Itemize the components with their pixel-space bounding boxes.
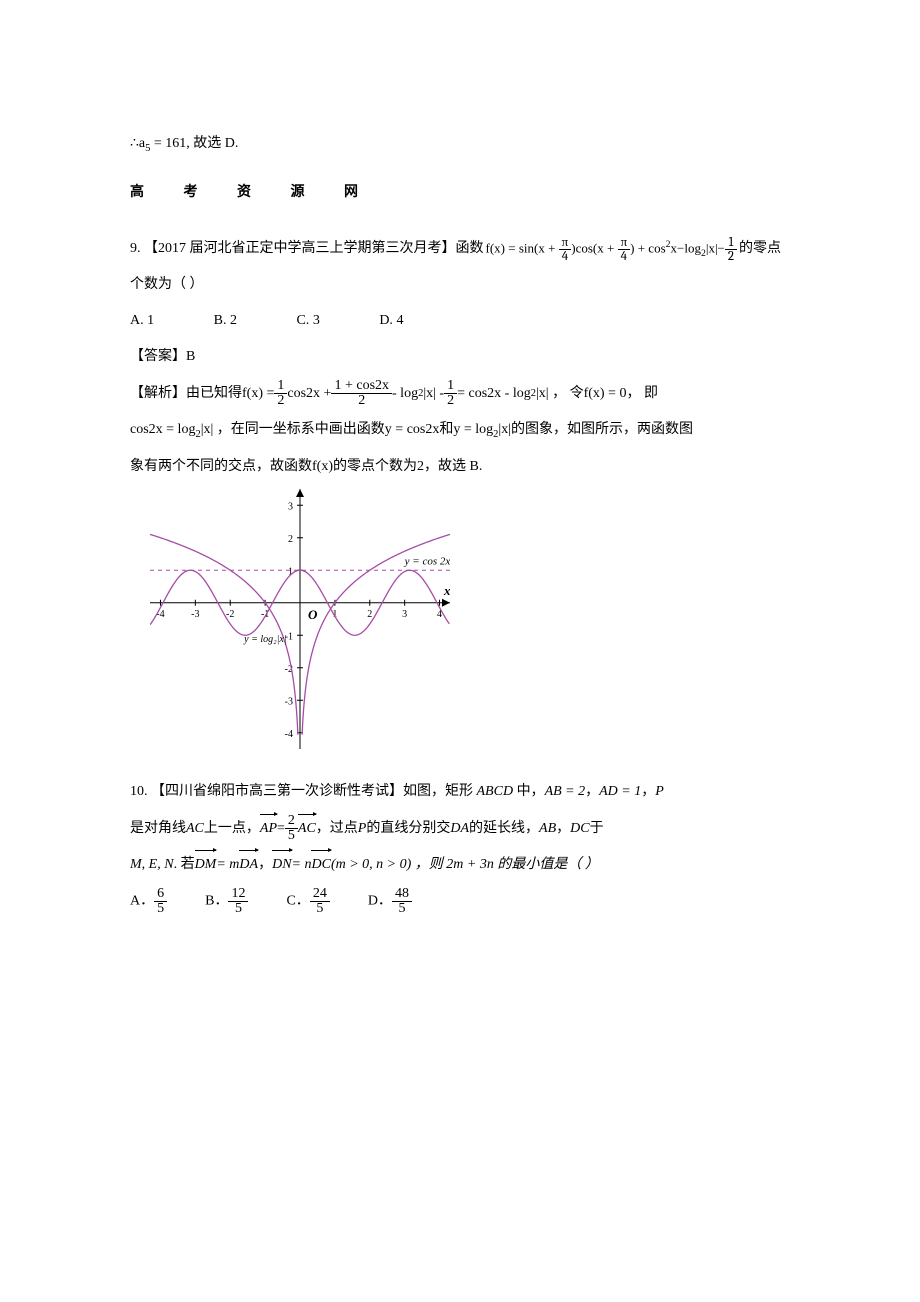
vec-da: DA [239, 851, 258, 879]
q9-stem-line2: 个数为（ ） [130, 271, 790, 299]
q9-stem-line1: 9. 【2017 届河北省正定中学高三上学期第三次月考】函数 f(x) = si… [130, 235, 790, 263]
q9-answer: 【答案】B [130, 343, 790, 371]
q9-options: A. 1 B. 2 C. 3 D. 4 [130, 307, 790, 335]
answer-value: B [186, 349, 195, 364]
answer-label: 【答案】 [130, 349, 186, 364]
q10-opt-d: D．485 [368, 887, 412, 916]
q9-label: 9. 【2017 届河北省正定中学高三上学期第三次月考】函数 [130, 235, 484, 263]
q10-rect: ABCD [477, 784, 514, 799]
svg-text:-4: -4 [156, 609, 164, 620]
q10-opt-c: C．245 [286, 887, 329, 916]
q9-e2b: |x| ，在同一坐标系中画出函数y = cos2x和 [201, 422, 454, 437]
q10-line1: 10. 【四川省绵阳市高三第一次诊断性考试】如图，矩形 ABCD 中，AB = … [130, 778, 790, 806]
svg-text:-2: -2 [226, 609, 234, 620]
q10-line2: 是对角线 AC 上一点， AP = 25 AC ，过点 P 的直线分别交 DA … [130, 814, 790, 843]
site-title-text: 高 考 资 源 网 [130, 185, 376, 200]
svg-text:x: x [443, 583, 450, 598]
q10-line3: M, E, N . 若 DM = m DA ， DN = n DC (m > 0… [130, 851, 790, 879]
explain-label: 【解析】 [130, 380, 186, 408]
q10-label: 10. 【四川省绵阳市高三第一次诊断性考试】如图，矩形 [130, 784, 477, 799]
vec-ap: AP [260, 815, 277, 843]
q9-e3b: |x| - [423, 380, 444, 408]
q9-e3: - log [392, 380, 418, 408]
concl-after: = 161, 故选 D. [150, 136, 238, 151]
q9-opt-a: A. 1 [130, 313, 182, 328]
q10-options: A．65 B．125 C．245 D．485 [130, 887, 790, 916]
svg-text:2: 2 [288, 534, 293, 545]
svg-text:O: O [308, 607, 318, 622]
vec-dc: DC [311, 851, 330, 879]
q9-explain-2: cos2x = log2|x| ，在同一坐标系中画出函数y = cos2x和y … [130, 416, 790, 445]
q9-e2c: y = log [453, 422, 493, 437]
q9-e3c: = cos2x - log [457, 380, 531, 408]
q9-function: f(x) = sin(x + π4)cos(x + π4) + cos2x−lo… [486, 235, 738, 263]
q9-opt-b: B. 2 [214, 313, 265, 328]
q10-opt-a: A．65 [130, 887, 167, 916]
svg-text:-3: -3 [285, 696, 293, 707]
svg-text:3: 3 [288, 501, 293, 512]
q9-e2a: cos2x = log [130, 422, 195, 437]
q10-opt-b: B．125 [205, 887, 248, 916]
q9-graph-svg: -4-3-2-11234-4-3-2-1123y = cos 2xy = log… [150, 489, 450, 749]
vec-ac: AC [298, 815, 316, 843]
site-title: 高 考 资 源 网 [130, 179, 790, 207]
q9-opt-d: D. 4 [379, 313, 431, 328]
svg-text:3: 3 [402, 609, 407, 620]
svg-text:y = log₂|x|: y = log₂|x| [243, 634, 286, 645]
q9-explain-1: 【解析】 由已知得f(x) = 12 cos2x + 1 + cos2x2 - … [130, 379, 790, 408]
q9-e2: cos2x + [287, 380, 331, 408]
q9-e3d: |x| ， 令f(x) = 0， 即 [536, 380, 658, 408]
concl-before: ∴a [130, 136, 145, 151]
q9-graph: -4-3-2-11234-4-3-2-1123y = cos 2xy = log… [150, 489, 790, 760]
svg-text:2: 2 [367, 609, 372, 620]
q9-opt-c: C. 3 [296, 313, 347, 328]
vec-dm: DM [195, 851, 217, 879]
previous-conclusion: ∴a5 = 161, 故选 D. [130, 130, 790, 159]
svg-text:-4: -4 [285, 729, 293, 740]
q9-e2e: 的图象，如图所示，两函数图 [511, 422, 693, 437]
svg-text:-3: -3 [191, 609, 199, 620]
vec-dn: DN [272, 851, 291, 879]
svg-text:y = cos 2x: y = cos 2x [404, 555, 450, 567]
q9-tail: 的零点 [739, 235, 781, 263]
q9-explain-3: 象有两个不同的交点，故函数f(x)的零点个数为2，故选 B. [130, 453, 790, 481]
q9-e1: 由已知得f(x) = [186, 380, 274, 408]
q9-e2d: |x| [498, 422, 511, 437]
